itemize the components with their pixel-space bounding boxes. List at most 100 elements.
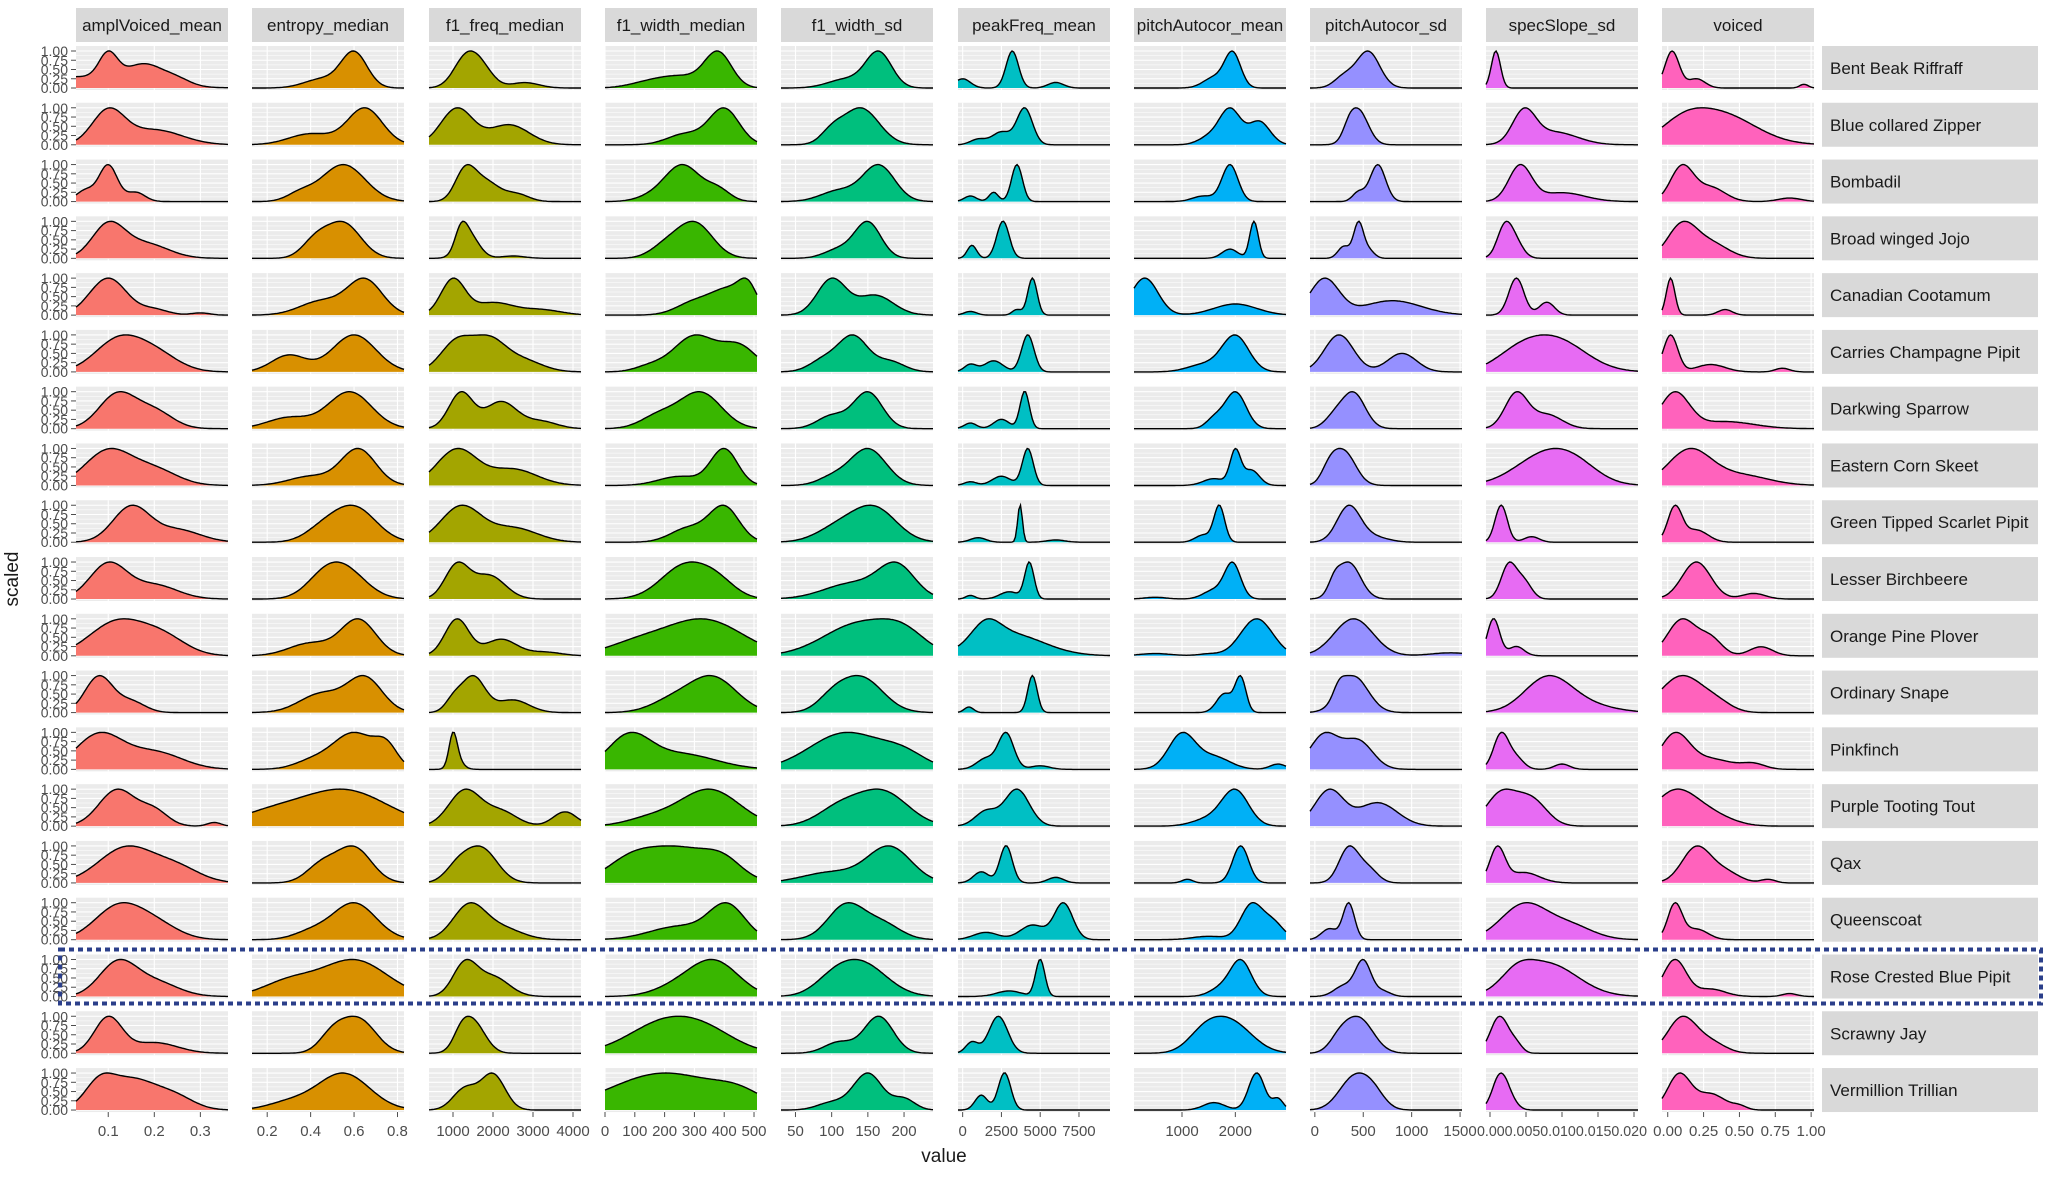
x-axis-title: value [921, 1146, 966, 1167]
density-area [1662, 1016, 1814, 1054]
row-strip-label: Rose Crested Blue Pipit [1830, 967, 2011, 986]
x-tick-label: 5000 [1024, 1123, 1057, 1140]
density-outline [781, 674, 933, 714]
density-area [252, 164, 404, 202]
row-strip-pinkfinch: Pinkfinch [1822, 727, 2038, 772]
density-area [1310, 221, 1462, 259]
density-area [76, 164, 228, 202]
density-outline [75, 845, 229, 883]
panel-broad-winged-jojo-pitchautocor-sd [1310, 216, 1462, 261]
x-tick-label: 0.1 [98, 1123, 119, 1140]
density-outline [1485, 107, 1638, 146]
y-tick-label: 0.00 [41, 137, 68, 153]
density-outline [957, 390, 1110, 430]
panel-carries-champagne-pipit-f1-width-sd [780, 329, 934, 374]
panel-orange-pine-plover-entropy-median [251, 613, 405, 658]
panel-bombadil-pitchautocor-sd [1310, 159, 1462, 204]
column-strip-label: specSlope_sd [1509, 16, 1616, 35]
density-area [1310, 845, 1462, 883]
row-strip-label: Purple Tooting Tout [1830, 797, 1975, 816]
panel-darkwing-sparrow-voiced [1661, 386, 1814, 431]
density-outline [251, 1072, 405, 1109]
row-strip-background [1822, 386, 2038, 431]
x-tick-label: 0.6 [344, 1123, 365, 1140]
density-area [605, 845, 757, 883]
panel-broad-winged-jojo-f1-width-sd [781, 216, 933, 261]
density-area [1134, 1016, 1286, 1054]
panel-purple-tooting-tout-amplvoiced-mean [75, 784, 229, 829]
density-area [958, 1016, 1110, 1054]
density-outline [957, 788, 1110, 827]
density-outline [428, 958, 581, 998]
panel-bent-beak-riffraff-peakfreq-mean [957, 46, 1110, 90]
panel-bombadil-pitchautocor-mean [1134, 159, 1286, 204]
row-strip-background [1822, 500, 2038, 545]
y-tick-label: 0.00 [41, 818, 68, 834]
density-area [958, 902, 1110, 940]
panel-darkwing-sparrow-f1-width-sd [780, 386, 933, 431]
density-area [781, 562, 933, 599]
density-outline [605, 107, 758, 146]
density-area [1486, 334, 1638, 372]
panel-lesser-birchbeere-voiced [1661, 557, 1814, 602]
panel-bombadil-f1-freq-median [429, 159, 581, 204]
panel-carries-champagne-pipit-amplvoiced-mean [75, 329, 228, 374]
y-tick-label: 0.75 [41, 790, 68, 806]
panel-eastern-corn-skeet-pitchautocor-sd [1309, 443, 1462, 488]
panel-carries-champagne-pipit-pitchautocor-mean [1134, 329, 1286, 374]
panel-broad-winged-jojo-amplvoiced-mean [75, 216, 228, 261]
facet-row-broad-winged-jojo: 0.000.250.500.751.00 Broad winged Jojo [41, 213, 2038, 266]
column-strip-label: f1_width_median [617, 16, 746, 35]
density-outline [1661, 447, 1815, 486]
panel-bombadil-peakfreq-mean [957, 159, 1110, 204]
density-area [252, 505, 404, 543]
density-outline [781, 447, 933, 487]
y-tick-label: 0.50 [41, 232, 68, 248]
density-outline [781, 1072, 934, 1111]
panel-scrawny-jay-entropy-median [252, 1011, 405, 1056]
panel-carries-champagne-pipit-specslope-sd [1485, 329, 1639, 374]
facet-row-darkwing-sparrow: 0.000.250.500.751.00 Darkwing Sparrow [41, 384, 2038, 437]
density-area [958, 334, 1110, 372]
x-tick-label: 100 [819, 1123, 844, 1140]
panel-queenscoat-f1-freq-median [428, 897, 581, 942]
x-tick-label: 1000 [436, 1123, 469, 1140]
y-tick-label: 1.00 [41, 440, 68, 456]
x-tick-label: 0.00 [1653, 1123, 1682, 1140]
density-area [76, 391, 228, 429]
density-area [1662, 221, 1814, 259]
density-outline [428, 618, 582, 657]
density-area [429, 789, 581, 827]
density-area [252, 448, 404, 486]
panel-queenscoat-f1-width-sd [781, 897, 934, 942]
facet-row-green-tipped-scarlet-pipit: 0.000.250.500.751.00 Green Tipped Scarlet… [41, 497, 2038, 550]
y-tick-label: 1.00 [41, 951, 68, 967]
density-area [605, 278, 757, 316]
density-area [781, 789, 933, 827]
density-outline [780, 788, 934, 827]
density-outline [957, 674, 1110, 714]
panel-canadian-cootamum-peakfreq-mean [957, 273, 1110, 318]
row-strip-background [1822, 670, 2038, 715]
panel-eastern-corn-skeet-entropy-median [252, 443, 405, 488]
density-outline [1485, 334, 1639, 372]
panel-blue-collared-zipper-f1-width-median [604, 102, 758, 147]
density-area [1134, 1073, 1286, 1110]
y-tick-label: 0.75 [41, 166, 68, 182]
y-tick-label: 1.00 [41, 100, 68, 116]
density-area [252, 278, 404, 316]
row-strip-background [1822, 329, 2038, 374]
density-outline [1661, 334, 1814, 373]
panel-darkwing-sparrow-f1-freq-median [428, 386, 582, 431]
density-area [781, 732, 933, 770]
density-outline [1485, 958, 1639, 997]
density-outline [252, 845, 405, 884]
panel-lesser-birchbeere-amplvoiced-mean [75, 557, 228, 602]
panel-carries-champagne-pipit-entropy-median [251, 329, 405, 374]
density-outline [428, 674, 581, 714]
density-area [1134, 732, 1286, 770]
density-outline [1485, 674, 1639, 713]
y-tick-label: 0.00 [41, 705, 68, 721]
density-outline [428, 50, 581, 89]
row-strip-background [1822, 102, 2038, 147]
